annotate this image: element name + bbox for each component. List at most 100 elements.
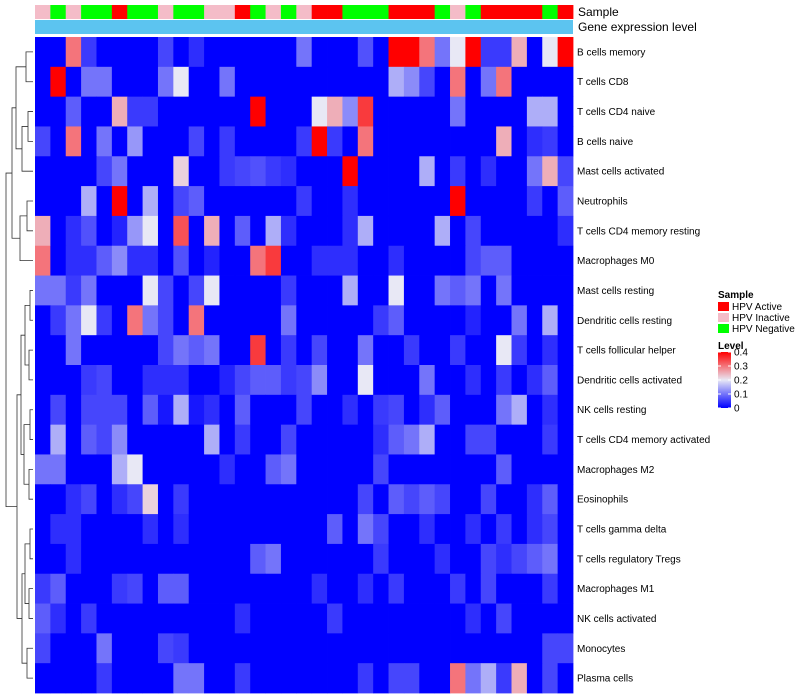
heatmap-cell: [65, 454, 82, 485]
heatmap-cell: [542, 394, 559, 426]
row-label-dendritic-cells-resting: Dendritic cells resting: [577, 316, 672, 327]
heatmap-cell: [157, 663, 174, 694]
heatmap-cell: [342, 215, 359, 247]
heatmap-cell: [111, 663, 128, 694]
heatmap-cell: [50, 365, 67, 396]
heatmap-cell: [557, 275, 574, 306]
heatmap-cell: [65, 245, 82, 276]
heatmap-cell: [250, 156, 266, 187]
heatmap-cell: [173, 126, 190, 157]
gene-expression-annotation-track: [35, 20, 573, 34]
heatmap-cell: [127, 573, 143, 604]
heatmap-cell: [465, 365, 482, 396]
heatmap-cell: [557, 633, 574, 664]
row-dendrogram: [5, 51, 33, 679]
annotation-track-labels: Sample Gene expression level: [578, 5, 697, 34]
heatmap-cell: [219, 215, 236, 247]
heatmap-cell: [388, 663, 405, 694]
heatmap-cell: [157, 156, 174, 187]
heatmap-cell: [357, 484, 374, 515]
heatmap-cell: [542, 514, 559, 545]
heatmap-cell: [496, 275, 512, 306]
heatmap-cell: [526, 215, 543, 247]
heatmap-cell: [434, 424, 451, 455]
heatmap-cell: [311, 305, 328, 336]
heatmap-cell: [250, 394, 266, 426]
heatmap-cell: [50, 126, 67, 157]
heatmap-cell: [250, 186, 266, 217]
heatmap-cell: [480, 245, 497, 276]
heatmap-cell: [219, 603, 236, 634]
heatmap-cell: [188, 603, 205, 634]
heatmap-cell: [526, 573, 543, 604]
legend-label-hpv-active: HPV Active: [732, 302, 782, 313]
heatmap-cell: [480, 96, 497, 127]
heatmap-cell: [526, 603, 543, 634]
heatmap-cell: [373, 245, 389, 276]
heatmap-cell: [96, 663, 113, 694]
heatmap-cell: [111, 394, 128, 426]
heatmap-cell: [35, 633, 51, 664]
row-label-plasma-cells: Plasma cells: [577, 674, 633, 685]
heatmap-cell: [373, 514, 389, 545]
heatmap-cell: [65, 573, 82, 604]
heatmap-cell: [465, 156, 482, 187]
heatmap-cell: [419, 156, 436, 187]
heatmap-cell: [419, 37, 436, 68]
row-label-t-cells-cd8: T cells CD8: [577, 77, 629, 88]
heatmap-cell: [96, 96, 113, 127]
heatmap-cell: [50, 603, 67, 634]
heatmap-cell: [204, 305, 220, 336]
dendrogram-branch: [27, 111, 33, 142]
heatmap-cell: [219, 66, 236, 98]
heatmap-cell: [188, 186, 205, 217]
heatmap-cell: [342, 663, 359, 694]
heatmap-cell: [234, 37, 251, 68]
heatmap-cell: [480, 215, 497, 247]
heatmap-cell: [173, 335, 190, 366]
heatmap-cell: [403, 305, 420, 336]
heatmap-cell: [465, 96, 482, 127]
heatmap-cell: [450, 275, 466, 306]
level-legend: Level 0.4 0.3 0.2 0.1 0: [718, 341, 748, 415]
heatmap-cell: [419, 245, 436, 276]
heatmap-cell: [188, 275, 205, 306]
heatmap-cell: [311, 394, 328, 426]
heatmap-cell: [157, 633, 174, 664]
heatmap-cell: [388, 603, 405, 634]
heatmap-cell: [388, 454, 405, 485]
heatmap-cell: [65, 424, 82, 455]
level-colorbar: [718, 352, 731, 408]
dendrogram-branch: [21, 573, 27, 664]
heatmap-cell: [496, 484, 512, 515]
heatmap-cell: [311, 126, 328, 157]
heatmap-cell: [35, 37, 51, 68]
heatmap-cell: [188, 573, 205, 604]
dendrogram-branch: [26, 200, 33, 232]
heatmap-cell: [111, 424, 128, 455]
heatmap-cell: [234, 514, 251, 545]
heatmap-cell: [465, 126, 482, 157]
heatmap-cell: [250, 365, 266, 396]
heatmap-cell: [480, 186, 497, 217]
heatmap-cell: [434, 484, 451, 515]
heatmap-cell: [434, 573, 451, 604]
heatmap-cell: [296, 543, 313, 575]
heatmap-cell: [65, 275, 82, 306]
heatmap-cell: [50, 454, 67, 485]
heatmap-cell: [327, 126, 343, 157]
dendrogram-branch: [25, 51, 33, 83]
heatmap-cell: [111, 245, 128, 276]
gene-expression-annotation-bar: [35, 20, 573, 34]
level-tick-label: 0.1: [734, 390, 748, 401]
heatmap-cell: [188, 156, 205, 187]
heatmap-cell: [265, 245, 282, 276]
heatmap-cell: [50, 245, 67, 276]
heatmap-cell: [65, 215, 82, 247]
heatmap-cell: [173, 394, 190, 426]
heatmap-cell: [280, 335, 297, 366]
row-label-neutrophils: Neutrophils: [577, 197, 628, 208]
heatmap-cell: [250, 66, 266, 98]
heatmap-cell: [465, 514, 482, 545]
heatmap-cell: [204, 365, 220, 396]
